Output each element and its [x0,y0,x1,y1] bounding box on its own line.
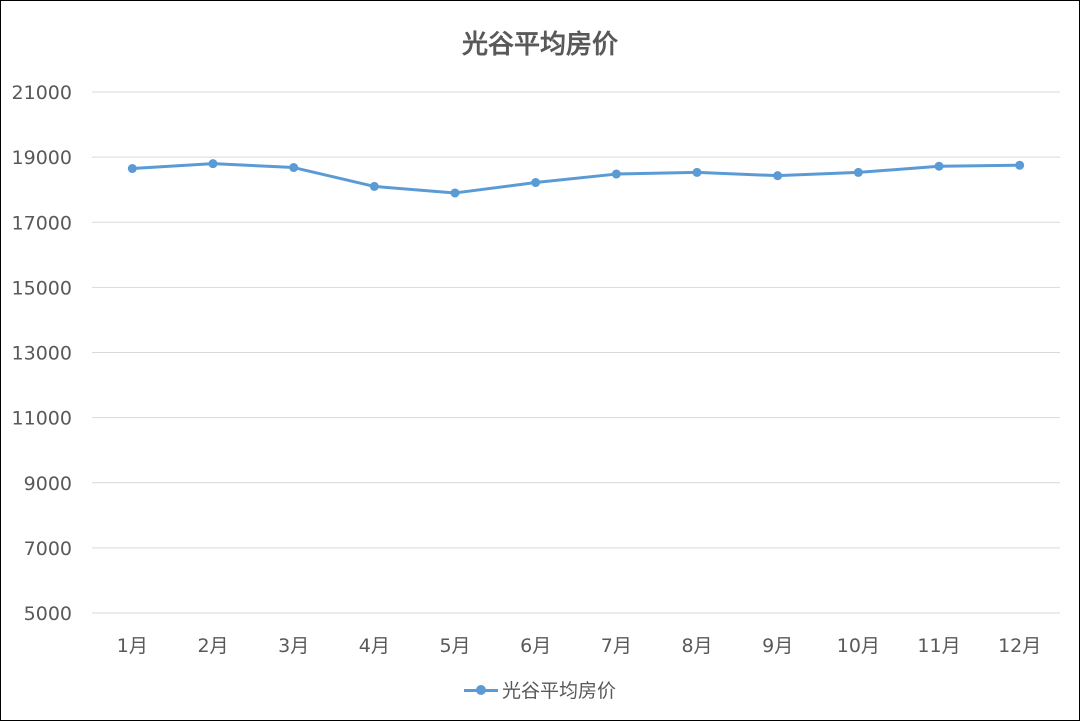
data-point [692,167,702,177]
y-tick-label: 11000 [12,408,72,430]
legend-series-label: 光谷平均房价 [501,680,616,702]
y-tick-label: 7000 [24,538,72,560]
data-point [773,171,783,181]
x-tick-label: 8月 [681,635,712,657]
chart-legend: 光谷平均房价 [0,676,1080,703]
y-tick-label: 13000 [12,343,72,365]
x-tick-label: 7月 [601,635,632,657]
x-tick-label: 1月 [117,635,148,657]
chart-title: 光谷平均房价 [461,30,618,60]
y-tick-label: 19000 [12,147,72,169]
data-point [1015,160,1025,170]
legend-series-marker [463,683,498,697]
x-tick-label: 5月 [439,635,470,657]
data-point [934,161,944,171]
x-tick-label: 10月 [837,635,880,657]
y-tick-label: 15000 [12,277,72,299]
y-tick-label: 21000 [12,82,72,104]
x-tick-label: 4月 [359,635,390,657]
y-tick-label: 17000 [12,212,72,234]
y-tick-label: 5000 [24,603,72,625]
x-tick-label: 12月 [998,635,1041,657]
x-tick-label: 9月 [762,635,793,657]
data-point [853,167,863,177]
x-tick-label: 11月 [917,635,960,657]
data-point [208,159,218,169]
x-tick-label: 6月 [520,635,551,657]
y-tick-label: 9000 [24,473,72,495]
data-point [369,181,379,191]
x-tick-label: 3月 [278,635,309,657]
data-point [127,164,137,174]
data-point [289,163,299,173]
data-point [611,169,621,179]
data-point [531,178,541,188]
x-tick-label: 2月 [197,635,228,657]
data-point [450,188,460,198]
series-line [130,162,1022,195]
